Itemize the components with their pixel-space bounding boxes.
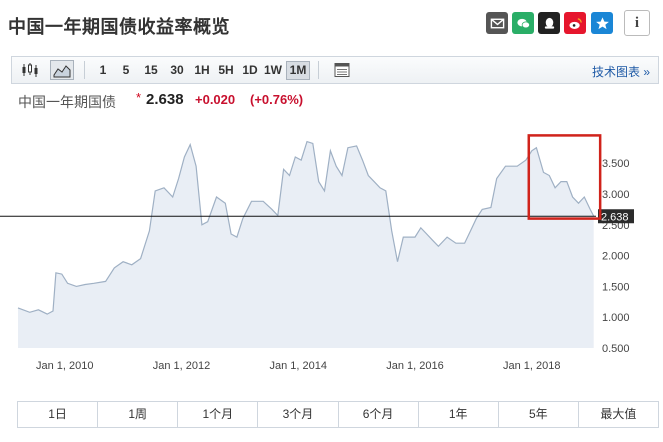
interval-30[interactable]: 30 (170, 63, 184, 77)
info-icon[interactable]: i (624, 10, 650, 36)
page-title: 中国一年期国债收益率概览 (8, 17, 230, 37)
last-price: 2.638 (146, 91, 184, 108)
range-5y[interactable]: 5年 (499, 402, 579, 427)
interval-1m[interactable]: 1M (286, 61, 310, 80)
chart-toolbar: 1 5 15 30 1H 5H 1D 1W 1M 技术图表 » (11, 56, 659, 84)
yield-chart[interactable]: 0.5001.0001.5002.0002.5003.0003.5002.638… (0, 115, 663, 380)
y-tick-label: 0.500 (602, 343, 630, 355)
interval-1h[interactable]: 1H (194, 63, 210, 77)
interval-15[interactable]: 15 (144, 63, 158, 77)
candlestick-icon[interactable] (20, 60, 40, 80)
range-max[interactable]: 最大值 (600, 407, 637, 421)
info-glyph: i (634, 14, 640, 31)
mail-icon[interactable] (486, 12, 508, 34)
wechat-icon[interactable] (512, 12, 534, 34)
range-1m[interactable]: 1个月 (178, 402, 259, 427)
range-1w[interactable]: 1周 (98, 402, 179, 427)
range-1y[interactable]: 1年 (419, 402, 499, 427)
delayed-star: * (136, 90, 142, 105)
qq-icon[interactable] (538, 12, 560, 34)
y-tick-label: 1.500 (602, 281, 630, 293)
y-tick-label: 3.000 (602, 189, 630, 201)
price-change-percent: (+0.76%) (250, 92, 304, 107)
highlight-box (527, 134, 602, 220)
interval-1w[interactable]: 1W (264, 63, 282, 77)
data-table-icon[interactable] (332, 60, 352, 80)
current-value-label: 2.638 (601, 211, 629, 223)
interval-5[interactable]: 5 (122, 63, 130, 77)
interval-1d[interactable]: 1D (242, 63, 258, 77)
price-change: +0.020 (195, 92, 236, 107)
y-tick-label: 2.000 (602, 251, 630, 263)
range-6m[interactable]: 6个月 (339, 402, 419, 427)
x-tick-label: Jan 1, 2010 (36, 360, 94, 372)
page-header: 中国一年期国债收益率概览 i (0, 0, 663, 52)
series-area (18, 141, 594, 348)
area-chart-icon[interactable] (50, 60, 74, 80)
x-tick-label: Jan 1, 2014 (269, 360, 327, 372)
instrument-name: 中国一年期国债 (18, 94, 116, 110)
y-tick-label: 3.500 (602, 158, 630, 170)
series-line (17, 140, 595, 315)
toolbar-divider (84, 61, 85, 79)
interval-1[interactable]: 1 (99, 63, 107, 77)
toolbar-divider (318, 61, 319, 79)
x-tick-label: Jan 1, 2016 (386, 360, 444, 372)
time-range-selector: 1日 1周 1个月 3个月 6个月 1年 5年 最大值 (17, 401, 659, 428)
technical-chart-link[interactable]: 技术图表 » (591, 65, 650, 79)
x-tick-label: Jan 1, 2012 (153, 360, 211, 372)
range-3m[interactable]: 3个月 (258, 402, 339, 427)
x-tick-label: Jan 1, 2018 (503, 360, 561, 372)
interval-5h[interactable]: 5H (218, 63, 234, 77)
star-icon[interactable] (591, 12, 613, 34)
y-tick-label: 1.000 (602, 312, 630, 324)
range-1d[interactable]: 1日 (18, 402, 99, 427)
current-value-tag (598, 209, 634, 224)
weibo-icon[interactable] (564, 12, 586, 34)
